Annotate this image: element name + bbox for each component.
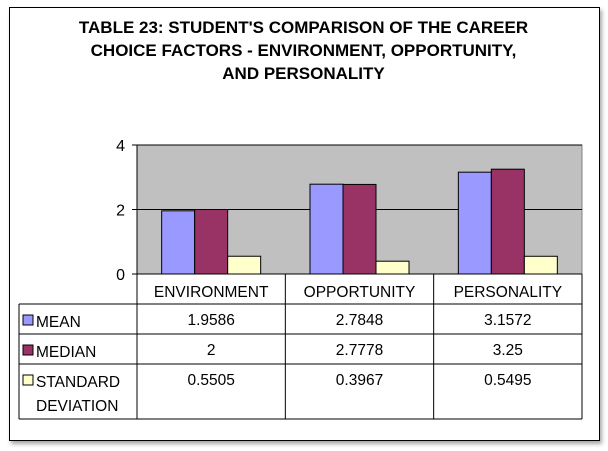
y-tick-label: 0 [116,267,125,284]
bar-standard [375,260,410,275]
data-label: 0.5495 [484,372,531,389]
data-label: 0.3967 [336,372,383,389]
y-tick-label: 2 [116,203,125,220]
data-label: 3.1572 [484,312,531,329]
data-label: 0.5505 [187,372,234,389]
data-label: 2.7778 [336,342,383,359]
data-label: 2 [207,342,216,359]
bar-median [342,183,377,275]
category-label: ENVIRONMENT [154,284,269,301]
bar-mean [457,171,492,275]
bar-standard [227,255,262,275]
category-label: OPPORTUNITY [304,284,416,301]
bar-standard [523,255,558,275]
chart-title: TABLE 23: STUDENT'S COMPARISON OF THE CA… [78,18,529,83]
data-label: 2.7848 [336,312,383,329]
legend-key [22,374,34,386]
legend-label: STANDARD [36,374,120,391]
legend-label: DEVIATION [36,398,118,415]
bar-median [194,209,229,275]
bar-median [490,168,525,275]
data-label: 1.9586 [187,312,234,329]
legend-key [22,314,34,326]
bar-mean [161,210,196,275]
legend-label: MEAN [36,314,81,331]
data-label: 3.25 [493,342,523,359]
y-tick-label: 4 [116,138,125,155]
legend-key [22,344,34,356]
bar-mean [309,183,344,275]
category-label: PERSONALITY [454,284,563,301]
legend-label: MEDIAN [36,344,96,361]
